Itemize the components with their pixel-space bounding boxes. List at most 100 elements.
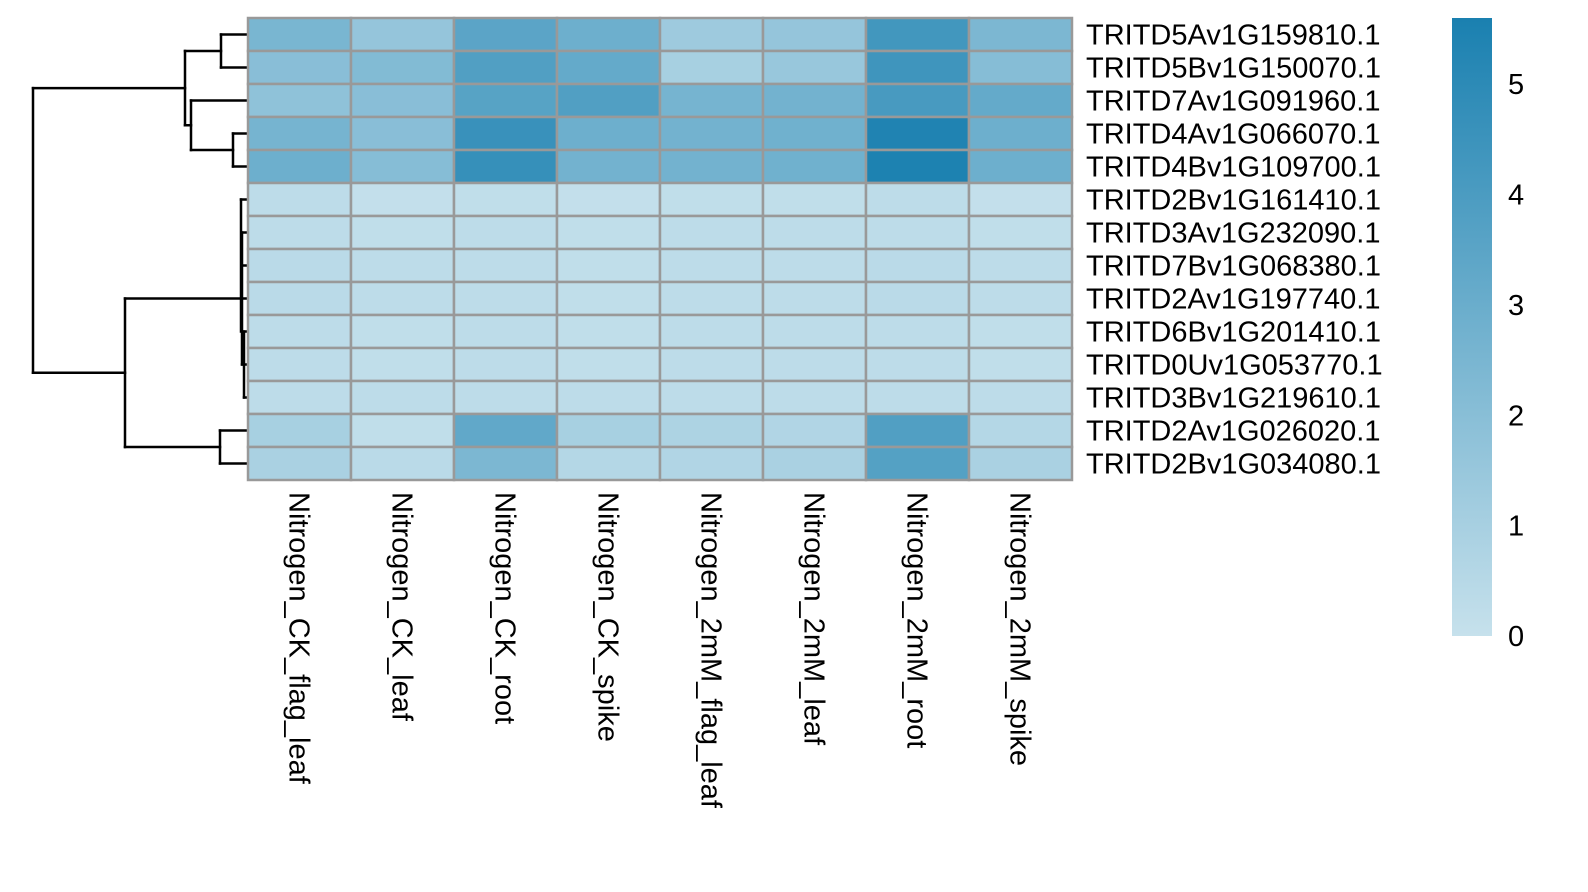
heatmap-cell: [452, 247, 559, 284]
heatmap-cell: [864, 16, 971, 53]
heatmap-cell: [349, 115, 456, 152]
heatmap-cell: [658, 49, 765, 86]
heatmap-cell: [555, 280, 662, 317]
legend-tick-label: 0: [1508, 621, 1524, 653]
row-label: TRITD3Bv1G219610.1: [1086, 383, 1381, 415]
heatmap-cell: [864, 181, 971, 218]
row-label: TRITD2Bv1G034080.1: [1086, 449, 1381, 481]
heatmap-cell: [761, 115, 868, 152]
heatmap-cell: [761, 181, 868, 218]
heatmap-cell: [761, 412, 868, 449]
heatmap-cell: [452, 16, 559, 53]
heatmap-cell: [967, 181, 1074, 218]
column-label: Nitrogen_CK_root: [489, 492, 521, 724]
heatmap-cell: [555, 214, 662, 251]
heatmap-cell: [246, 214, 353, 251]
heatmap-cell: [246, 82, 353, 119]
heatmap-cell: [555, 148, 662, 185]
heatmap-cell: [349, 49, 456, 86]
heatmap-cell: [246, 247, 353, 284]
heatmap-cell: [864, 82, 971, 119]
heatmap-cell: [452, 148, 559, 185]
heatmap-cell: [452, 115, 559, 152]
heatmap-cell: [349, 445, 456, 482]
row-label: TRITD4Av1G066070.1: [1086, 119, 1380, 151]
heatmap-cell: [555, 247, 662, 284]
heatmap-cell: [761, 313, 868, 350]
row-label: TRITD7Av1G091960.1: [1086, 86, 1380, 118]
heatmap-cell: [864, 412, 971, 449]
heatmap-cell: [967, 313, 1074, 350]
heatmap-cell: [967, 379, 1074, 416]
heatmap-cell: [967, 49, 1074, 86]
column-label: Nitrogen_CK_flag_leaf: [283, 492, 315, 785]
heatmap-cell: [452, 280, 559, 317]
row-label: TRITD2Av1G026020.1: [1086, 416, 1380, 448]
heatmap-cell: [555, 16, 662, 53]
heatmap-cell: [864, 313, 971, 350]
heatmap-cell: [658, 313, 765, 350]
heatmap-cell: [864, 214, 971, 251]
legend-tick-label: 2: [1508, 400, 1524, 432]
heatmap-cell: [658, 379, 765, 416]
heatmap-cell: [761, 247, 868, 284]
heatmap-cell: [555, 346, 662, 383]
row-label: TRITD4Bv1G109700.1: [1086, 152, 1381, 184]
color-legend-bar: [1452, 18, 1492, 636]
heatmap-cell: [967, 115, 1074, 152]
column-label: Nitrogen_2mM_leaf: [798, 492, 830, 746]
heatmap-cell: [555, 181, 662, 218]
heatmap-cell: [555, 49, 662, 86]
heatmap-cell: [761, 445, 868, 482]
heatmap-cell: [246, 379, 353, 416]
heatmap-cell: [246, 412, 353, 449]
heatmap-cell: [349, 181, 456, 218]
heatmap-cell: [349, 214, 456, 251]
column-label: Nitrogen_2mM_flag_leaf: [695, 492, 727, 809]
heatmap-cell: [555, 115, 662, 152]
heatmap-cell: [452, 313, 559, 350]
row-label: TRITD7Bv1G068380.1: [1086, 251, 1381, 283]
legend-tick-label: 4: [1508, 180, 1524, 212]
heatmap-cell: [246, 16, 353, 53]
heatmap-cell: [349, 247, 456, 284]
heatmap-cell: [452, 379, 559, 416]
heatmap-cell: [246, 148, 353, 185]
heatmap-cell: [658, 445, 765, 482]
heatmap-cell: [761, 346, 868, 383]
heatmap-cell: [967, 82, 1074, 119]
heatmap-cell: [658, 214, 765, 251]
heatmap-cell: [555, 445, 662, 482]
row-label: TRITD3Av1G232090.1: [1086, 218, 1380, 250]
row-label: TRITD6Bv1G201410.1: [1086, 317, 1381, 349]
row-label: TRITD2Bv1G161410.1: [1086, 185, 1381, 217]
heatmap-cell: [967, 412, 1074, 449]
heatmap-cell: [349, 16, 456, 53]
row-label: TRITD2Av1G197740.1: [1086, 284, 1380, 316]
heatmap-cell: [658, 247, 765, 284]
heatmap-cell: [349, 280, 456, 317]
heatmap-cell: [761, 214, 868, 251]
column-label: Nitrogen_2mM_spike: [1004, 492, 1036, 766]
row-label: TRITD0Uv1G053770.1: [1086, 350, 1383, 382]
heatmap-cell: [246, 115, 353, 152]
heatmap-cell: [761, 379, 868, 416]
heatmap-cell: [761, 82, 868, 119]
heatmap-cell: [864, 148, 971, 185]
legend-tick-label: 3: [1508, 290, 1524, 322]
heatmap-cell: [967, 16, 1074, 53]
heatmap-cells: [246, 16, 1074, 482]
heatmap-cell: [864, 247, 971, 284]
heatmap-cell: [658, 346, 765, 383]
heatmap-cell: [658, 181, 765, 218]
heatmap-cell: [555, 313, 662, 350]
heatmap-cell: [555, 82, 662, 119]
heatmap-cell: [967, 148, 1074, 185]
heatmap-cell: [967, 214, 1074, 251]
heatmap-cell: [658, 412, 765, 449]
row-label: TRITD5Av1G159810.1: [1086, 20, 1380, 52]
heatmap-cell: [452, 412, 559, 449]
row-dendrogram: [31, 33, 248, 465]
column-label: Nitrogen_2mM_root: [901, 492, 933, 748]
